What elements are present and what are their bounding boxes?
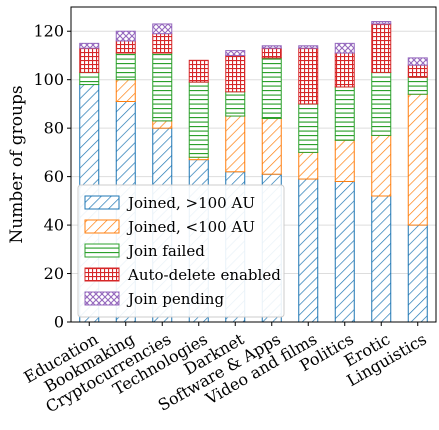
bar-linguistics-joined-100-au [407, 224, 428, 323]
bar-video-and-films-joined-100-au [298, 151, 319, 180]
bar-linguistics-auto-delete-enabled [407, 64, 428, 78]
y-axis: 0 20 40 60 80 100 120 [33, 22, 71, 332]
plot-frame [70, 6, 437, 323]
bar-cryptocurrencies-join-pending [152, 23, 173, 35]
y-tick-label: 0 [54, 313, 64, 332]
legend-swatch-joined-100-au [84, 195, 120, 210]
bar-education-join-pending [79, 42, 100, 49]
bar-erotic-joined-100-au [371, 134, 392, 197]
x-axis: EducationBookmakingCryptocurrenciesTechn… [21, 322, 430, 417]
bar-erotic-join-failed [371, 71, 392, 136]
y-tick-label: 80 [44, 119, 64, 138]
bar-education-join-failed [79, 71, 100, 86]
bar-erotic-join-pending [371, 21, 392, 25]
bar-politics-joined-100-au [334, 180, 355, 323]
bar-darknet-auto-delete-enabled [225, 54, 246, 93]
y-tick-label: 20 [44, 264, 64, 283]
bar-politics-join-pending [334, 42, 355, 54]
y-tick-label: 100 [33, 70, 64, 89]
y-tick-label: 60 [44, 167, 64, 186]
legend-swatch-join-pending [84, 291, 120, 306]
bar-bookmaking-join-pending [115, 30, 136, 42]
legend-swatch-auto-delete-enabled [84, 267, 120, 282]
bar-darknet-joined-100-au [225, 115, 246, 173]
y-tick-label: 120 [33, 22, 64, 41]
bar-darknet-join-failed [225, 91, 246, 117]
legend-swatch-join-failed [84, 243, 120, 258]
bar-cryptocurrencies-join-failed [152, 52, 173, 122]
y-axis-label: Number of groups [7, 85, 27, 243]
bar-bookmaking-auto-delete-enabled [115, 40, 136, 54]
bar-technologies-auto-delete-enabled [188, 59, 209, 83]
bar-education-auto-delete-enabled [79, 47, 100, 73]
y-tick-label: 40 [44, 216, 64, 235]
legend-label-join-pending: Join pending [126, 290, 224, 308]
bar-technologies-join-failed [188, 81, 209, 158]
bar-bookmaking-join-failed [115, 52, 136, 81]
bar-video-and-films-auto-delete-enabled [298, 47, 319, 105]
bar-erotic-joined-100-au [371, 195, 392, 323]
bar-video-and-films-joined-100-au [298, 178, 319, 323]
bar-politics-joined-100-au [334, 139, 355, 182]
bar-bookmaking-joined-100-au [115, 79, 136, 102]
bar-politics-auto-delete-enabled [334, 52, 355, 88]
bar-software-apps-joined-100-au [261, 117, 282, 175]
bar-software-apps-join-pending [261, 45, 282, 49]
bar-linguistics-joined-100-au [407, 93, 428, 226]
bar-cryptocurrencies-auto-delete-enabled [152, 33, 173, 54]
bar-erotic-auto-delete-enabled [371, 23, 392, 73]
bar-politics-join-failed [334, 86, 355, 141]
legend-box [77, 184, 285, 318]
legend-label-join-failed: Join failed [126, 242, 205, 260]
bar-linguistics-join-failed [407, 76, 428, 95]
bar-cryptocurrencies-joined-100-au [152, 120, 173, 129]
bar-video-and-films-join-failed [298, 103, 319, 153]
legend-label-joined-100-au: Joined, <100 AU [126, 218, 255, 236]
legend-swatch-joined-100-au [84, 219, 120, 234]
bar-darknet-join-pending [225, 50, 246, 56]
legend: Joined, >100 AU Joined, <100 AU Join faile… [77, 184, 285, 318]
bar-linguistics-join-pending [407, 57, 428, 66]
legend-label-joined-100-au: Joined, >100 AU [126, 194, 255, 212]
bar-software-apps-auto-delete-enabled [261, 47, 282, 59]
bar-software-apps-join-failed [261, 57, 282, 119]
bar-video-and-films-join-pending [298, 45, 319, 49]
legend-label-auto-delete-enabled: Auto-delete enabled [127, 266, 281, 284]
